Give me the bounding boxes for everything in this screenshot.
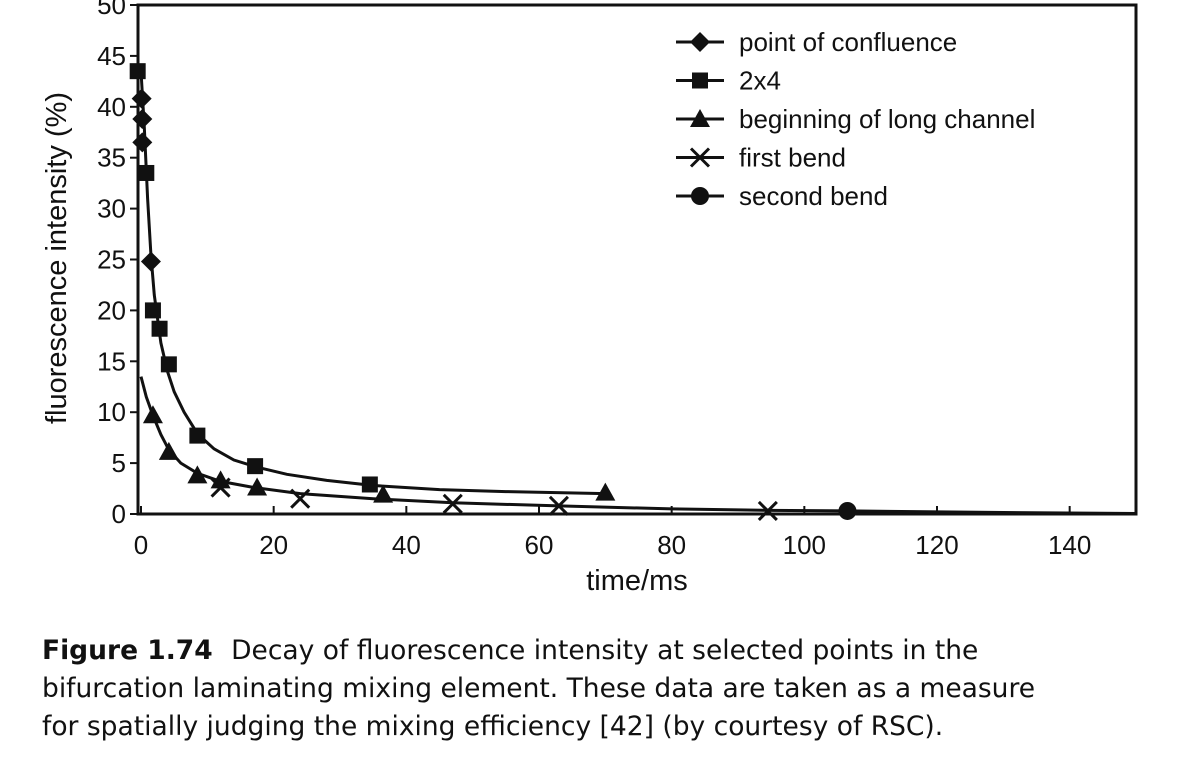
y-tick-label: 25 <box>97 245 126 275</box>
legend-entry: second bend <box>739 181 888 211</box>
x-tick-label: 40 <box>392 530 421 560</box>
x-tick-label: 20 <box>259 530 288 560</box>
legend: point of confluence 2x4 beginning of long … <box>676 27 1035 211</box>
x-axis-ticks: 0 20 40 60 80 100 120 140 <box>134 506 1091 560</box>
square-point-2-8 <box>361 476 378 493</box>
legend-marker-triangle <box>690 109 710 127</box>
x-point-4-3 <box>442 493 463 514</box>
x-tick-label: 100 <box>783 530 826 560</box>
plot-frame <box>136 3 1138 516</box>
fitted-curves <box>139 71 1137 515</box>
square-point-2-7 <box>247 458 264 475</box>
chart: 0 20 40 60 80 100 120 140 05101520253035404550 … <box>41 0 1138 597</box>
triangle-point-3-2 <box>158 441 179 460</box>
x-tick-label: 60 <box>525 530 554 560</box>
y-tick-label: 40 <box>97 92 126 122</box>
circle-point-5-1 <box>838 501 857 520</box>
fitted-curve-2 <box>139 376 1137 515</box>
x-axis-label: time/ms <box>586 565 688 597</box>
y-tick-label: 45 <box>97 41 126 71</box>
legend-entry: point of confluence <box>739 27 957 57</box>
y-tick-label: 35 <box>97 143 126 173</box>
y-tick-label: 0 <box>112 499 126 529</box>
triangle-point-3-7 <box>595 482 616 501</box>
caption-line-3: for spatially judging the mixing efficie… <box>42 711 944 742</box>
y-axis-label: fluorescence intensity (%) <box>41 92 73 424</box>
triangle-point-3-1 <box>142 405 163 424</box>
diamond-point-1-4 <box>140 251 161 272</box>
square-point-2-6 <box>189 427 206 444</box>
caption-line-1: Decay of fluorescence intensity at selec… <box>231 635 979 666</box>
legend-marker-circle <box>691 187 709 205</box>
diamond-point-1-1 <box>132 132 153 153</box>
square-point-2-1 <box>129 63 146 80</box>
caption-line-2: bifurcation laminating mixing element. T… <box>42 673 1036 704</box>
square-point-2-4 <box>151 320 168 337</box>
legend-entry: 2x4 <box>739 66 781 96</box>
square-point-2-3 <box>144 302 161 319</box>
triangle-point-3-6 <box>373 484 394 503</box>
figure-caption: Figure 1.74 Decay of fluorescence intens… <box>42 632 1142 746</box>
y-tick-label: 10 <box>97 397 126 427</box>
x-tick-label: 80 <box>657 530 686 560</box>
data-marks <box>129 63 857 522</box>
legend-marker-x <box>689 147 711 168</box>
legend-marker-diamond <box>690 32 710 52</box>
y-tick-label: 15 <box>97 346 126 376</box>
square-point-2-2 <box>138 164 155 181</box>
x-point-4-4 <box>548 495 569 516</box>
triangle-point-3-5 <box>247 477 268 496</box>
x-point-4-5 <box>757 500 778 522</box>
y-axis-ticks: 0 5 10 15 20 25 30 35 40 45 50 <box>97 0 138 529</box>
x-tick-label: 120 <box>915 530 958 560</box>
y-tick-label: 50 <box>97 0 126 20</box>
y-tick-label: 20 <box>97 295 126 325</box>
triangle-point-3-3 <box>187 465 208 484</box>
caption-label: Figure 1.74 <box>42 635 213 666</box>
legend-entry: first bend <box>739 143 846 173</box>
square-point-2-5 <box>160 356 177 373</box>
diamond-point-1-3 <box>131 88 152 109</box>
x-tick-label: 0 <box>134 530 148 560</box>
y-tick-label: 5 <box>112 448 126 478</box>
diamond-point-1-2 <box>132 109 153 130</box>
fitted-curve-1 <box>139 71 606 496</box>
x-tick-label: 140 <box>1048 530 1091 560</box>
legend-marker-square <box>692 72 708 89</box>
y-tick-label: 30 <box>97 194 126 224</box>
x-point-4-1 <box>210 477 231 498</box>
legend-entry: beginning of long channel <box>739 104 1035 134</box>
x-point-4-2 <box>290 488 311 509</box>
